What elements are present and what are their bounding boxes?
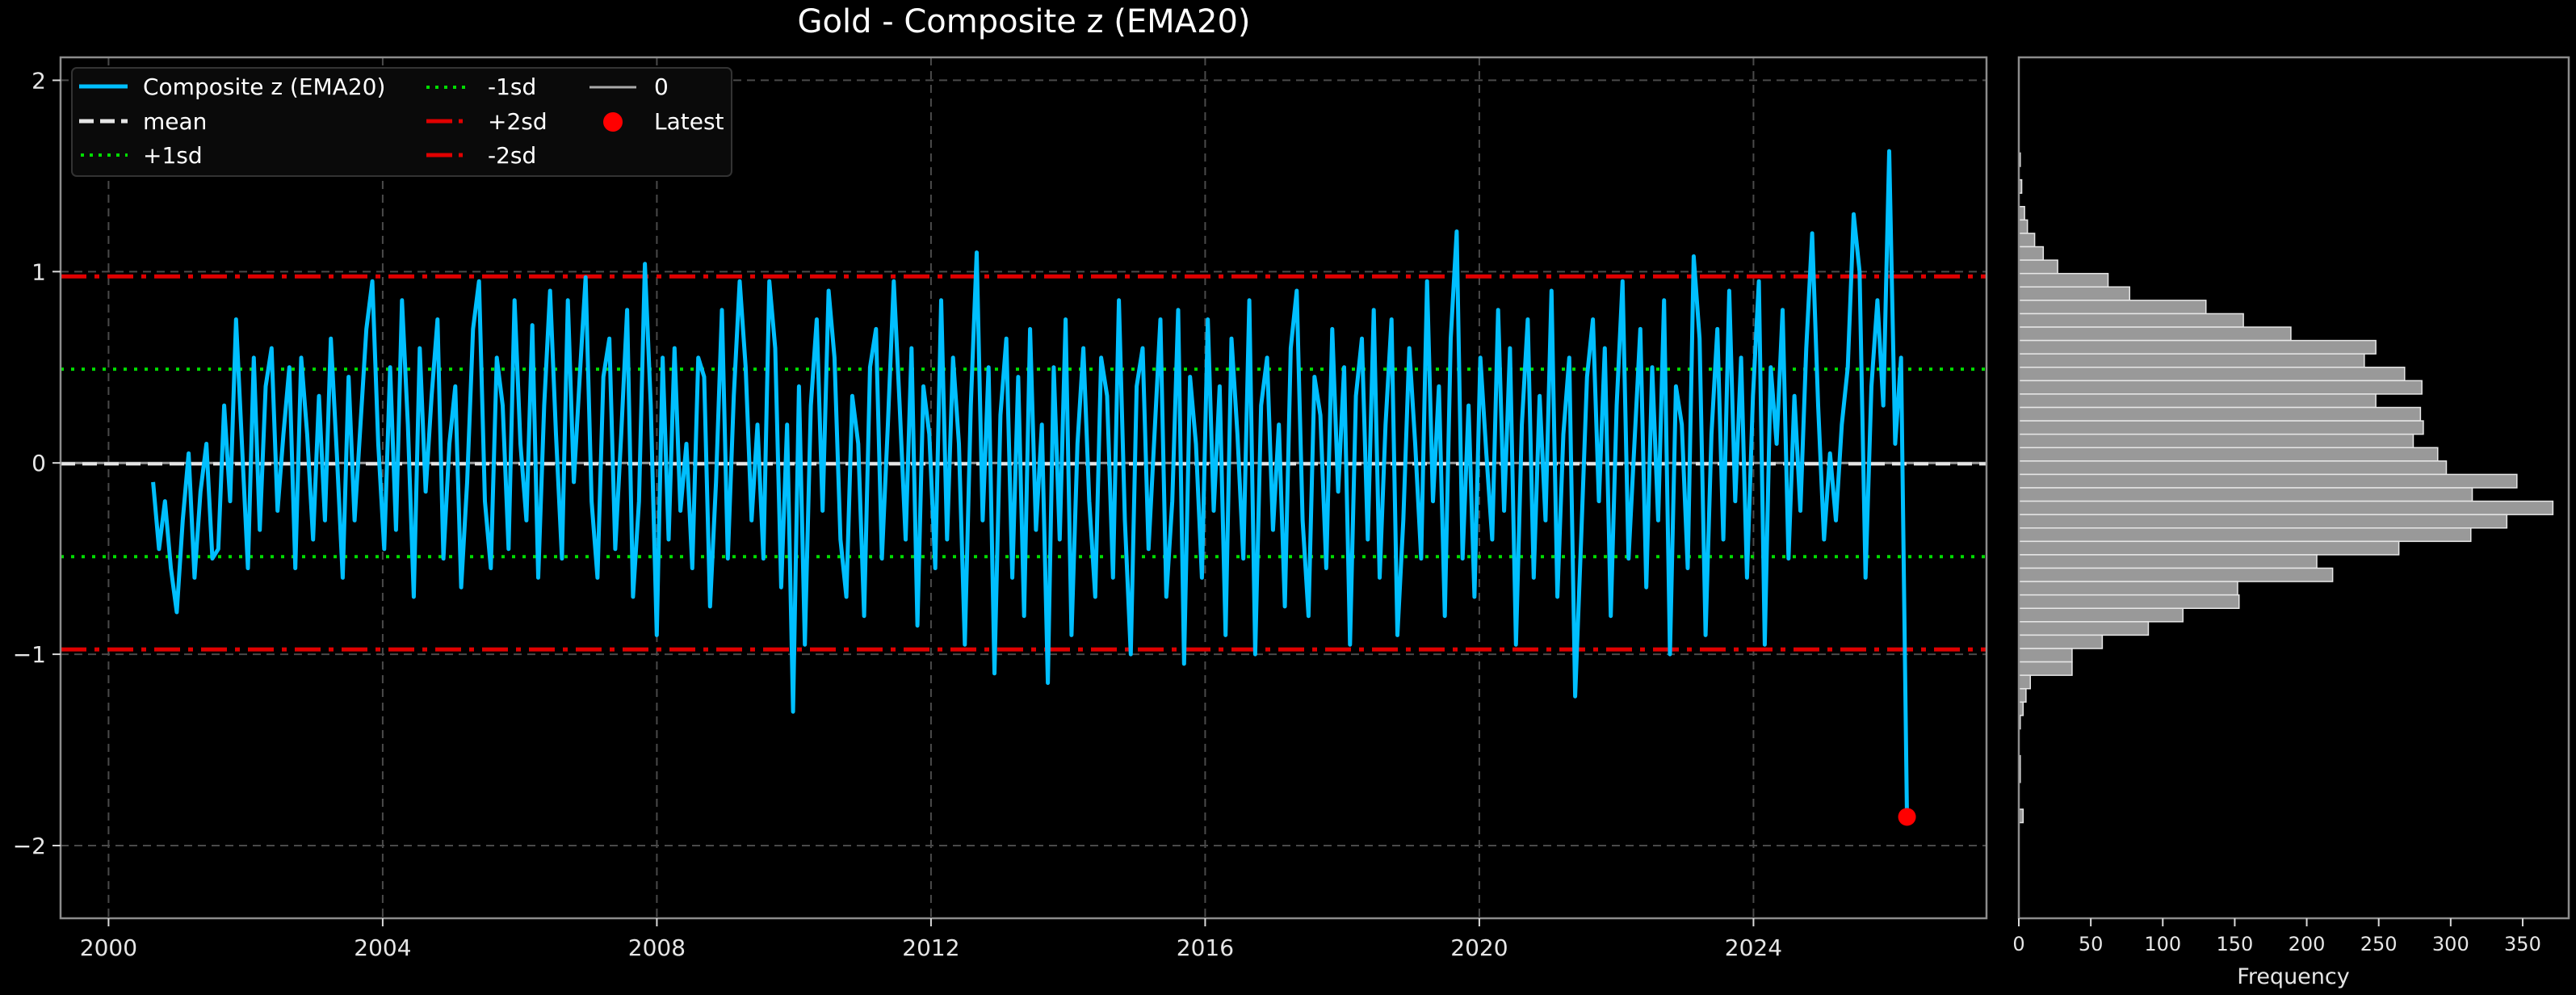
histogram-bar xyxy=(2018,594,2240,609)
x-tick-label: 2004 xyxy=(354,934,411,961)
histogram-bar xyxy=(2018,339,2377,355)
histogram-bar xyxy=(2018,300,2207,315)
histogram-bar xyxy=(2018,272,2109,288)
histogram-bar xyxy=(2018,460,2448,476)
histogram-bar xyxy=(2018,634,2104,649)
x-tick-label: 2008 xyxy=(628,934,686,961)
histogram-bar xyxy=(2018,554,2318,569)
legend-item-mean: mean xyxy=(79,108,207,135)
histogram-bar xyxy=(2018,500,2554,515)
legend-swatch-red-dot-icon xyxy=(603,112,623,132)
hist-x-tick-label: 0 xyxy=(2012,933,2024,955)
legend-item-plus1sd: +1sd xyxy=(81,142,203,169)
y-tick-label: −2 xyxy=(13,833,46,859)
histogram-xlabel: Frequency xyxy=(2237,964,2350,989)
legend-item-zero: 0 xyxy=(589,73,669,100)
histogram-bar xyxy=(2018,581,2238,596)
histogram-bar xyxy=(2018,661,2073,676)
histogram-bar xyxy=(2018,527,2472,543)
hist-x-tick-label: 250 xyxy=(2360,933,2398,955)
histogram-bar xyxy=(2018,447,2439,462)
histogram-bar xyxy=(2018,406,2422,422)
histogram-bar xyxy=(2018,621,2150,636)
hist-x-tick-label: 350 xyxy=(2504,933,2541,955)
histogram-bar xyxy=(2018,380,2423,395)
histogram-bar xyxy=(2018,648,2073,663)
main-y-axis: −2 −1 0 1 2 xyxy=(13,67,61,859)
legend-label: +1sd xyxy=(143,142,203,169)
main-axes: −2 −1 0 1 2 2000 2004 2008 2012 2016 2020 2024 xyxy=(13,56,1988,961)
histogram-bar xyxy=(2018,420,2424,435)
histogram-bar xyxy=(2018,219,2028,234)
histogram-bar xyxy=(2018,674,2032,690)
histogram-bar xyxy=(2018,353,2365,368)
histogram-bar xyxy=(2018,393,2377,409)
legend-label: +2sd xyxy=(488,108,548,135)
histogram-bar xyxy=(2018,286,2131,301)
hist-x-tick-label: 200 xyxy=(2289,933,2326,955)
histogram-axes-frame xyxy=(2017,56,2570,920)
latest-marker xyxy=(1898,808,1916,826)
histogram-bar xyxy=(2018,233,2036,248)
main-x-axis: 2000 2004 2008 2012 2016 2020 2024 xyxy=(80,918,1782,961)
main-axes-frame xyxy=(59,56,1988,920)
legend-box xyxy=(71,67,732,177)
chart-title: Gold - Composite z (EMA20) xyxy=(798,3,1251,40)
histogram-bar xyxy=(2018,473,2518,489)
histogram-bar xyxy=(2018,540,2400,556)
y-tick-label: −1 xyxy=(13,641,46,668)
histogram-bars xyxy=(2018,152,2554,824)
hist-x-tick-label: 150 xyxy=(2217,933,2254,955)
x-tick-label: 2016 xyxy=(1177,934,1234,961)
legend-label: -2sd xyxy=(488,142,536,169)
legend-label: -1sd xyxy=(488,73,536,100)
legend: Composite z (EMA20) mean +1sd -1sd +2sd … xyxy=(71,67,732,177)
histogram-bar xyxy=(2018,246,2045,261)
legend-item-latest: Latest xyxy=(603,108,724,135)
histogram-bar xyxy=(2018,433,2414,449)
legend-label: Latest xyxy=(654,108,724,135)
x-tick-label: 2020 xyxy=(1450,934,1508,961)
x-tick-label: 2000 xyxy=(80,934,137,961)
legend-item-composite: Composite z (EMA20) xyxy=(79,73,385,100)
hist-x-tick-label: 50 xyxy=(2079,933,2104,955)
y-tick-label: 0 xyxy=(31,450,46,477)
histogram-bar xyxy=(2018,326,2292,342)
histogram-bar xyxy=(2018,313,2244,328)
y-tick-label: 1 xyxy=(31,258,46,285)
histogram-bar xyxy=(2018,514,2508,529)
histogram-bar xyxy=(2018,607,2184,623)
legend-item-minus1sd: -1sd xyxy=(426,73,536,100)
x-tick-label: 2012 xyxy=(902,934,959,961)
y-tick-label: 2 xyxy=(31,67,46,94)
legend-label: Composite z (EMA20) xyxy=(143,73,385,100)
histogram-bar xyxy=(2018,367,2406,382)
legend-item-plus2sd: +2sd xyxy=(426,108,548,135)
histogram-bar xyxy=(2018,687,2027,703)
x-tick-label: 2024 xyxy=(1725,934,1782,961)
hist-x-tick-label: 100 xyxy=(2144,933,2181,955)
legend-label: 0 xyxy=(654,73,669,100)
composite-z-line xyxy=(151,149,1909,817)
histogram-x-axis: 0 50 100 150 200 250 300 350 xyxy=(2012,918,2541,955)
histogram-bar xyxy=(2018,567,2334,582)
legend-item-minus2sd: -2sd xyxy=(426,142,536,169)
histogram-bar xyxy=(2018,487,2473,502)
histogram-axes: 0 50 100 150 200 250 300 350 Frequency xyxy=(2012,56,2570,989)
legend-label: mean xyxy=(143,108,207,135)
histogram-bar xyxy=(2018,259,2058,275)
hist-x-tick-label: 300 xyxy=(2432,933,2469,955)
